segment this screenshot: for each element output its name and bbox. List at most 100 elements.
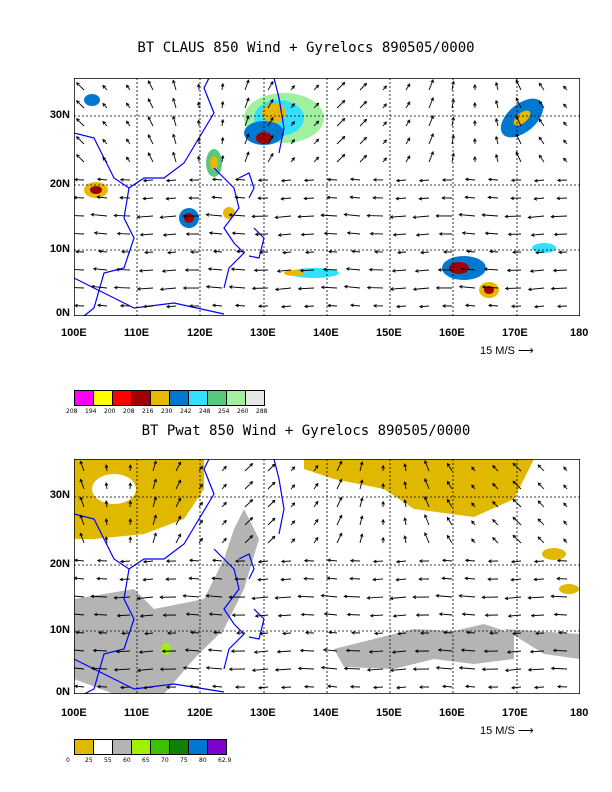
wind-vector-head	[441, 178, 446, 182]
wind-vector-head	[374, 631, 378, 636]
wind-vector-head	[372, 303, 377, 308]
wind-vector-head	[136, 215, 141, 219]
wind-vector	[327, 179, 338, 181]
wind-vector	[298, 287, 315, 290]
wind-vector-head	[177, 461, 182, 466]
wind-vector-head	[74, 684, 78, 689]
wind-vector-head	[563, 139, 567, 144]
wind-vector	[447, 463, 453, 472]
wind-vector	[537, 482, 545, 490]
wind-vector-head	[138, 268, 143, 273]
wind-vector-head	[466, 249, 470, 254]
wind-vector-head	[558, 250, 562, 255]
wind-vector-head	[177, 515, 182, 520]
wind-vector-head	[359, 479, 364, 484]
wind-vector	[120, 560, 131, 563]
wind-vector	[534, 197, 545, 200]
wind-vector	[91, 286, 108, 289]
wind-vector-head	[211, 177, 216, 182]
panel1-lat-10n: 10N	[49, 243, 70, 255]
wind-vector	[347, 232, 361, 235]
wind-vector-head	[305, 630, 309, 635]
wind-vector	[553, 649, 568, 652]
wind-vector	[327, 305, 338, 307]
wind-vector-head	[563, 103, 567, 108]
panel2-wind-vectors	[74, 460, 568, 690]
wind-vector	[105, 465, 108, 472]
wind-vector	[213, 631, 223, 634]
wind-vector-head	[159, 215, 164, 220]
wind-vector-head	[211, 558, 216, 563]
panel2-lon-120e: 120E	[187, 707, 213, 719]
wind-vector	[116, 650, 131, 653]
wind-vector-head	[172, 151, 176, 156]
wind-vector	[221, 484, 227, 490]
wind-vector-head	[515, 97, 519, 102]
wind-vector-head	[443, 250, 447, 254]
wind-vector-head	[418, 685, 423, 689]
wind-vector	[126, 102, 131, 109]
wind-vector-head	[223, 501, 227, 506]
wind-vector-head	[494, 135, 499, 140]
wind-vector	[267, 99, 274, 109]
wind-vector-head	[415, 613, 420, 617]
wind-vector	[451, 117, 455, 127]
wind-vector-head	[363, 82, 368, 87]
wind-vector	[300, 649, 315, 652]
wind-vector	[140, 233, 154, 236]
wind-vector-head	[406, 155, 411, 160]
wind-vector	[186, 613, 200, 616]
wind-vector-head	[188, 178, 193, 182]
wind-vector	[436, 667, 453, 670]
wind-vector-head	[280, 196, 285, 201]
wind-vector-head	[320, 285, 325, 290]
wind-vector	[328, 631, 338, 634]
wind-vector	[359, 534, 363, 544]
wind-vector-head	[326, 177, 331, 182]
wind-vector	[258, 560, 269, 563]
wind-vector-head	[322, 648, 327, 652]
wind-vector	[336, 118, 345, 127]
wind-vector	[258, 686, 269, 689]
wind-vector-head	[381, 464, 385, 469]
wind-vector	[534, 686, 545, 688]
wind-vector-head	[314, 464, 319, 469]
wind-vector-head	[147, 134, 152, 138]
wind-vector	[74, 649, 85, 652]
wind-vector-head	[190, 630, 194, 635]
wind-vector	[76, 118, 85, 127]
wind-vector-head	[98, 630, 102, 635]
wind-vector	[75, 631, 85, 634]
wind-vector	[172, 98, 177, 109]
wind-vector-head	[188, 196, 192, 200]
wind-vector-head	[128, 518, 133, 523]
wind-vector-head	[282, 250, 286, 255]
wind-vector-head	[274, 215, 279, 220]
wind-vector-head	[328, 249, 332, 254]
wind-vector	[74, 685, 85, 688]
wind-vector-head	[136, 668, 141, 673]
wind-vector	[139, 269, 154, 272]
wind-vector-head	[451, 134, 455, 139]
wind-vector-head	[372, 195, 377, 200]
wind-vector-head	[510, 178, 515, 183]
wind-vector	[373, 686, 384, 689]
wind-vector	[140, 614, 154, 617]
wind-vector	[515, 151, 522, 163]
wind-vector-head	[483, 649, 488, 654]
wind-vector	[300, 269, 315, 272]
wind-vector-head	[510, 559, 515, 564]
wind-vector	[492, 465, 499, 472]
wind-vector	[528, 668, 545, 671]
wind-vector-head	[139, 232, 144, 237]
wind-vector-head	[315, 138, 320, 143]
wind-vector-head	[471, 520, 475, 525]
wind-vector-head	[403, 517, 407, 522]
wind-vector-head	[338, 496, 343, 501]
wind-vector-head	[424, 496, 428, 500]
wind-vector-head	[383, 121, 387, 126]
wind-vector-head	[369, 613, 374, 618]
wind-vector	[336, 533, 343, 544]
wind-vector-head	[435, 214, 440, 218]
wind-vector	[74, 577, 85, 580]
